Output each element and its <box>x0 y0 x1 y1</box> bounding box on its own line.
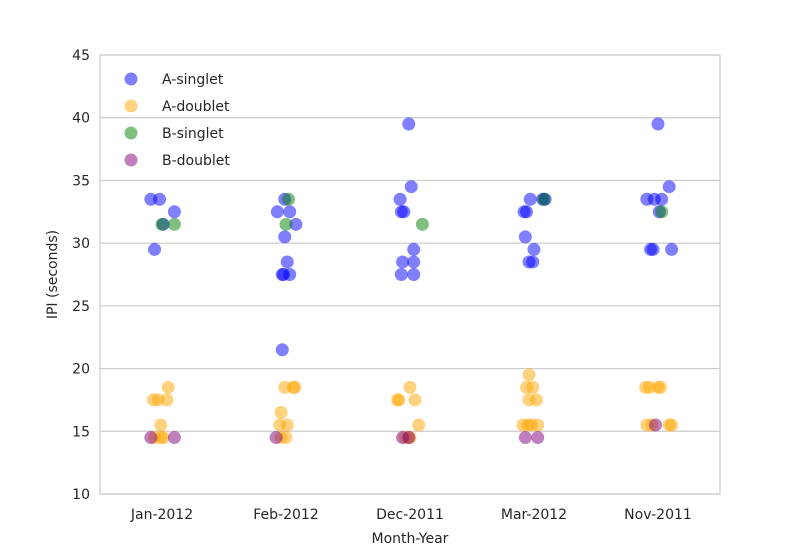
data-point <box>523 192 537 206</box>
legend-label: A-doublet <box>162 99 230 115</box>
data-point <box>392 393 406 407</box>
legend: A-singlet A-doublet B-singlet B-doublet <box>124 72 230 169</box>
legend-marker <box>124 126 138 140</box>
data-point <box>167 205 181 219</box>
data-point <box>407 268 421 281</box>
data-point <box>655 192 669 206</box>
x-tick-label: Feb-2012 <box>253 507 318 523</box>
data-point <box>527 242 541 256</box>
x-tick-label: Dec-2011 <box>376 507 444 523</box>
data-point <box>531 431 545 445</box>
data-point <box>403 380 417 394</box>
data-point <box>415 217 429 231</box>
data-points <box>144 117 679 445</box>
data-point <box>281 192 295 206</box>
data-point <box>269 431 283 445</box>
data-point <box>275 343 289 357</box>
legend-marker <box>124 153 138 167</box>
data-point <box>665 418 679 432</box>
y-axis-label: IPI (seconds) <box>45 230 61 319</box>
data-point <box>404 180 418 194</box>
data-point <box>156 431 170 445</box>
data-point <box>522 368 536 382</box>
data-point <box>148 242 162 256</box>
x-axis-ticks: Jan-2012 Feb-2012 Dec-2011 Mar-2012 Nov-2011 <box>130 507 692 523</box>
data-point <box>160 393 174 407</box>
data-point <box>274 405 288 419</box>
data-point <box>283 205 297 219</box>
data-point <box>520 205 534 219</box>
y-axis-ticks: 10 15 20 25 30 35 40 45 <box>72 48 90 503</box>
data-point <box>279 431 293 445</box>
data-point <box>649 418 663 432</box>
data-point <box>537 192 551 206</box>
data-point <box>653 380 667 394</box>
data-point <box>402 117 416 131</box>
legend-marker <box>124 99 138 113</box>
legend-marker <box>124 72 138 86</box>
x-tick-label: Jan-2012 <box>130 507 193 523</box>
data-point <box>531 418 545 432</box>
y-tick-label: 10 <box>72 487 90 503</box>
data-point <box>283 268 297 281</box>
data-point <box>154 418 168 432</box>
data-point <box>407 255 421 269</box>
legend-label: B-doublet <box>162 153 230 169</box>
data-point <box>393 192 407 206</box>
series-b-singlet <box>155 192 669 231</box>
data-point <box>518 230 532 244</box>
data-point <box>412 418 426 432</box>
y-tick-label: 20 <box>72 362 90 378</box>
data-point <box>161 380 175 394</box>
data-point <box>270 205 284 219</box>
data-point <box>280 255 294 269</box>
data-point <box>280 418 294 432</box>
data-point <box>407 242 421 256</box>
data-point <box>397 205 411 219</box>
y-tick-label: 30 <box>72 236 90 252</box>
legend-label: A-singlet <box>162 72 224 88</box>
x-axis-label: Month-Year <box>372 531 449 547</box>
data-point <box>518 431 532 445</box>
legend-label: B-singlet <box>162 126 224 142</box>
data-point <box>279 217 293 231</box>
y-tick-label: 25 <box>72 299 90 315</box>
data-point <box>167 217 181 231</box>
data-point <box>167 431 181 445</box>
data-point <box>144 431 158 445</box>
data-point <box>394 268 408 281</box>
data-point <box>153 192 167 206</box>
x-tick-label: Mar-2012 <box>501 507 567 523</box>
data-point <box>651 117 665 131</box>
y-tick-label: 35 <box>72 173 90 189</box>
data-point <box>278 230 292 244</box>
data-point <box>662 180 676 194</box>
data-point <box>526 380 540 394</box>
data-point <box>665 242 679 256</box>
y-tick-label: 45 <box>72 48 90 64</box>
data-point <box>396 255 410 269</box>
series-b-doublet <box>144 418 663 445</box>
plot-area-frame <box>99 54 721 495</box>
data-point <box>408 393 422 407</box>
x-tick-label: Nov-2011 <box>624 507 692 523</box>
data-point <box>655 205 669 219</box>
data-point <box>288 380 302 394</box>
data-point <box>402 431 416 445</box>
y-tick-label: 40 <box>72 111 90 127</box>
y-tick-label: 15 <box>72 424 90 440</box>
data-point <box>529 393 543 407</box>
data-point <box>155 217 169 231</box>
data-point <box>646 242 660 256</box>
data-point <box>526 255 540 269</box>
data-point <box>289 217 303 231</box>
